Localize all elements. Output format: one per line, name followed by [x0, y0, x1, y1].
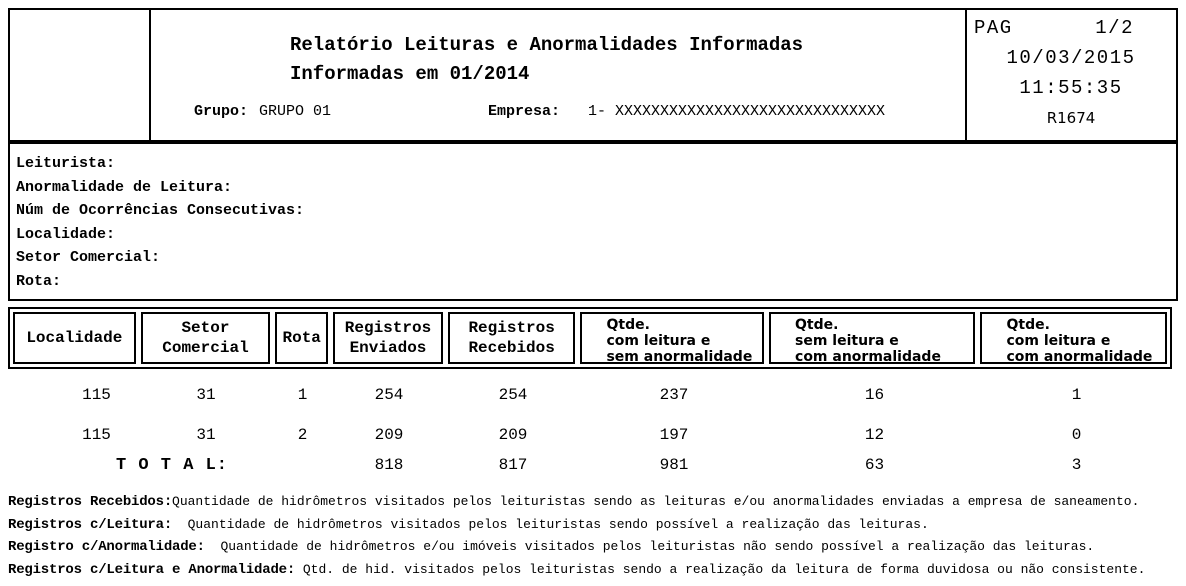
- col-header-line: com anormalidade: [1006, 349, 1153, 365]
- col-header-line: sem anormalidade: [606, 349, 753, 365]
- table-row: 115 31 2 209 209 197 12 0: [13, 427, 1170, 444]
- cell-rota: 1: [297, 386, 308, 404]
- filter-num-ocorrencias-consecutivas: Núm de Ocorrências Consecutivas:: [16, 202, 305, 219]
- total-qtde-com-leitura-sem-anormalidade: 981: [659, 456, 689, 474]
- total-label: T O T A L:: [115, 456, 229, 475]
- page-info-box: PAG 1/2 10/03/2015 11:55:35 R1674: [965, 10, 1176, 140]
- col-header-line: Recebidos: [468, 339, 555, 357]
- col-header-rota: Rota: [275, 312, 329, 364]
- filter-rota: Rota:: [16, 272, 62, 290]
- col-header-setor-comercial: Setor Comercial: [140, 312, 271, 364]
- cell-qtde-sem-leitura-com-anormalidade: 12: [864, 426, 885, 444]
- cell-registros-recebidos: 209: [498, 426, 528, 444]
- col-header-qtde-com-leitura-com-anormalidade: Qtde. com leitura e com anormalidade: [980, 312, 1168, 365]
- report-time: 11:55:35: [1019, 77, 1123, 99]
- cell-registros-recebidos: 254: [498, 386, 528, 404]
- cell-rota: 2: [297, 426, 308, 444]
- cell-registros-enviados: 209: [374, 426, 404, 444]
- total-registros-recebidos: 817: [498, 456, 528, 474]
- filter-setor-comercial: Setor Comercial:: [16, 249, 161, 266]
- report-code: R1674: [1046, 109, 1096, 127]
- footnote-label: Registro c/Anormalidade:: [8, 539, 205, 556]
- col-header-line: Qtde.: [1006, 317, 1050, 333]
- report-header: Relatório Leituras e Anormalidades Infor…: [8, 8, 1178, 142]
- total-qtde-sem-leitura-com-anormalidade: 63: [864, 456, 885, 474]
- page-label: PAG: [974, 17, 1013, 39]
- cell-localidade: 115: [82, 426, 111, 444]
- col-header-line: Enviados: [349, 339, 427, 357]
- footnote-label: Registros Recebidos:: [8, 494, 173, 510]
- grupo-value: GRUPO 01: [259, 103, 332, 120]
- cell-setor-comercial: 31: [196, 386, 216, 404]
- col-header-line: Qtde.: [606, 317, 650, 333]
- title-area: Relatório Leituras e Anormalidades Infor…: [151, 10, 965, 140]
- col-header-line: com anormalidade: [795, 349, 941, 365]
- col-header-registros-enviados: Registros Enviados: [333, 312, 443, 364]
- footnote-registros-recebidos: Registros Recebidos:Quantidade de hidrôm…: [8, 491, 1145, 514]
- footnote-text: Quantidade de hidrômetros visitados pelo…: [172, 516, 929, 532]
- col-header-line: Localidade: [26, 329, 123, 347]
- col-header-line: Qtde.: [795, 317, 839, 333]
- footnote-label: Registros c/Leitura e Anormalidade:: [8, 561, 296, 578]
- filter-box: Leiturista: Anormalidade de Leitura: Núm…: [8, 142, 1178, 301]
- total-row: T O T A L: 818 817 981 63 3: [13, 456, 1170, 475]
- table-header: Localidade Setor Comercial Rota Registro…: [8, 307, 1172, 369]
- footnote-registro-c-anormalidade: Registro c/Anormalidade: Quantidade de h…: [8, 536, 1145, 559]
- col-header-line: Rota: [282, 329, 321, 347]
- page-value: 1/2: [1095, 17, 1134, 39]
- grupo-label: Grupo:: [194, 103, 249, 120]
- filter-anormalidade-de-leitura: Anormalidade de Leitura:: [16, 178, 233, 196]
- col-header-localidade: Localidade: [13, 312, 136, 364]
- empresa-value: 1- XXXXXXXXXXXXXXXXXXXXXXXXXXXXXX: [588, 103, 886, 120]
- footnote-registros-c-leitura: Registros c/Leitura: Quantidade de hidrô…: [8, 514, 1145, 537]
- filter-localidade: Localidade:: [16, 225, 116, 243]
- footnote-text: Qtd. de hid. visitados pelos leituristas…: [295, 561, 1146, 577]
- cell-localidade: 115: [82, 386, 111, 404]
- col-header-line: Setor: [181, 319, 230, 337]
- col-header-line: com leitura e: [606, 333, 711, 349]
- col-header-line: Registros: [344, 319, 432, 337]
- cell-qtde-com-leitura-com-anormalidade: 0: [1071, 426, 1082, 444]
- footnote-registros-c-leitura-e-anormalidade: Registros c/Leitura e Anormalidade: Qtd.…: [8, 559, 1145, 582]
- footnote-label: Registros c/Leitura:: [8, 516, 173, 533]
- logo-placeholder-box: [10, 10, 151, 140]
- report-title-line1: Relatório Leituras e Anormalidades Infor…: [290, 34, 804, 56]
- col-header-qtde-sem-leitura-com-anormalidade: Qtde. sem leitura e com anormalidade: [769, 312, 976, 365]
- col-header-line: sem leitura e: [795, 333, 899, 349]
- cell-setor-comercial: 31: [196, 426, 216, 444]
- cell-qtde-com-leitura-sem-anormalidade: 197: [659, 426, 689, 444]
- empresa-label: Empresa:: [488, 103, 561, 120]
- table-row: 115 31 1 254 254 237 16 1: [13, 387, 1170, 404]
- report-title-line2: Informadas em 01/2014: [290, 63, 530, 85]
- footnote-text: Quantidade de hidrômetros visitados pelo…: [172, 494, 1140, 509]
- filter-leiturista: Leiturista:: [16, 155, 116, 172]
- cell-qtde-sem-leitura-com-anormalidade: 16: [864, 386, 885, 404]
- footnote-text: Quantidade de hidrômetros e/ou imóveis v…: [204, 539, 1095, 555]
- col-header-line: Comercial: [162, 339, 249, 357]
- footnotes: Registros Recebidos:Quantidade de hidrôm…: [8, 491, 1145, 581]
- col-header-line: com leitura e: [1006, 333, 1111, 349]
- col-header-registros-recebidos: Registros Recebidos: [447, 312, 576, 364]
- cell-qtde-com-leitura-com-anormalidade: 1: [1071, 386, 1082, 404]
- cell-qtde-com-leitura-sem-anormalidade: 237: [659, 386, 689, 404]
- col-header-line: Registros: [468, 319, 555, 337]
- report-date: 10/03/2015: [1006, 47, 1136, 69]
- total-qtde-com-leitura-com-anormalidade: 3: [1071, 456, 1082, 474]
- page-number-row: PAG 1/2: [974, 17, 1168, 39]
- total-registros-enviados: 818: [374, 456, 404, 474]
- col-header-qtde-com-leitura-sem-anormalidade: Qtde. com leitura e sem anormalidade: [580, 312, 765, 365]
- cell-registros-enviados: 254: [374, 386, 404, 404]
